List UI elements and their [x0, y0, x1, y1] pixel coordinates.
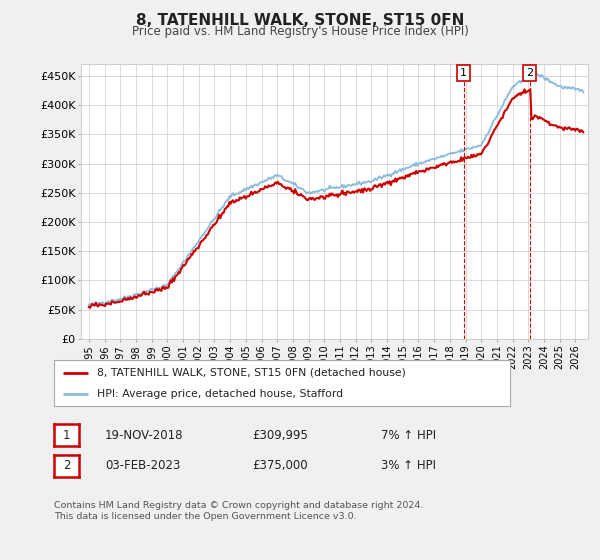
Text: 2: 2 — [63, 459, 70, 473]
Text: Price paid vs. HM Land Registry's House Price Index (HPI): Price paid vs. HM Land Registry's House … — [131, 25, 469, 38]
Text: 19-NOV-2018: 19-NOV-2018 — [105, 428, 184, 442]
Text: 2: 2 — [526, 68, 533, 78]
Text: 1: 1 — [460, 68, 467, 78]
Text: HPI: Average price, detached house, Stafford: HPI: Average price, detached house, Staf… — [97, 389, 343, 399]
Text: Contains HM Land Registry data © Crown copyright and database right 2024.
This d: Contains HM Land Registry data © Crown c… — [54, 501, 424, 521]
Text: 8, TATENHILL WALK, STONE, ST15 0FN: 8, TATENHILL WALK, STONE, ST15 0FN — [136, 13, 464, 28]
Text: 1: 1 — [63, 428, 70, 442]
Text: 7% ↑ HPI: 7% ↑ HPI — [381, 428, 436, 442]
Text: £375,000: £375,000 — [252, 459, 308, 473]
Text: £309,995: £309,995 — [252, 428, 308, 442]
Text: 8, TATENHILL WALK, STONE, ST15 0FN (detached house): 8, TATENHILL WALK, STONE, ST15 0FN (deta… — [97, 368, 406, 378]
Text: 03-FEB-2023: 03-FEB-2023 — [105, 459, 181, 473]
Text: 3% ↑ HPI: 3% ↑ HPI — [381, 459, 436, 473]
